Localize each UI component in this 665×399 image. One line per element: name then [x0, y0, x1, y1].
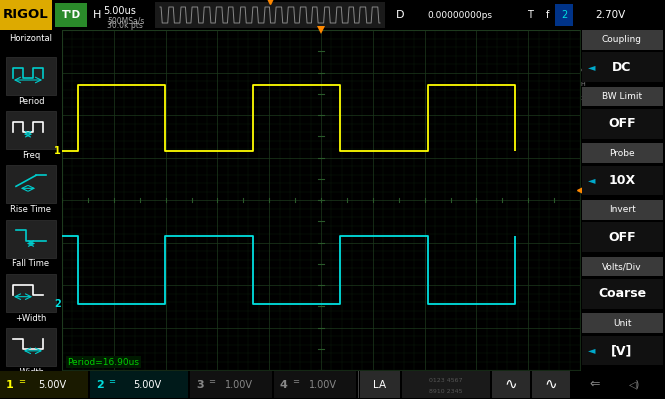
Text: 4: 4: [280, 379, 288, 389]
Bar: [582, 143, 663, 163]
Text: 1.00V: 1.00V: [225, 379, 253, 389]
Text: =: =: [292, 377, 299, 386]
Text: 0123 4567: 0123 4567: [429, 377, 463, 383]
Text: ∿: ∿: [545, 377, 557, 392]
Text: RIGOL: RIGOL: [3, 8, 49, 22]
Text: ⇐: ⇐: [590, 378, 600, 391]
Bar: [6, 274, 56, 312]
Text: Probe: Probe: [609, 149, 635, 158]
Bar: [6, 165, 56, 203]
Bar: [6, 57, 56, 95]
Text: ◄: ◄: [588, 346, 595, 356]
Text: ◄: ◄: [588, 62, 595, 72]
Text: Period=16.90us: Period=16.90us: [67, 358, 139, 367]
Text: C: C: [581, 68, 585, 73]
Bar: [358, 371, 359, 398]
Text: [V]: [V]: [611, 344, 632, 357]
Bar: [582, 257, 663, 277]
Bar: [402, 371, 490, 398]
Text: Coarse: Coarse: [598, 287, 646, 300]
Bar: [0, 0, 52, 30]
Bar: [582, 109, 663, 138]
Bar: [6, 111, 56, 149]
Bar: [582, 87, 663, 107]
Text: OFF: OFF: [608, 231, 636, 244]
Text: Fall Time: Fall Time: [13, 259, 50, 269]
Bar: [492, 371, 530, 398]
Text: Invert: Invert: [608, 205, 635, 214]
Bar: [582, 166, 663, 195]
Text: BW Limit: BW Limit: [602, 92, 642, 101]
Text: T: T: [527, 10, 533, 20]
Bar: [582, 30, 663, 50]
Text: ◁): ◁): [629, 379, 640, 389]
Text: 30.0k pts: 30.0k pts: [107, 22, 143, 30]
Text: H: H: [581, 82, 585, 87]
Text: ◄: ◄: [588, 176, 595, 186]
Text: 0.00000000ps: 0.00000000ps: [428, 10, 493, 20]
Text: =: =: [108, 377, 115, 386]
Bar: [582, 279, 663, 308]
Text: 3: 3: [196, 379, 203, 389]
Text: 8910 2345: 8910 2345: [429, 389, 463, 394]
Text: Volts/Div: Volts/Div: [602, 262, 642, 271]
Text: 2: 2: [55, 299, 61, 309]
Text: 1: 1: [55, 146, 61, 156]
Bar: [582, 336, 663, 365]
Text: Freq: Freq: [22, 151, 40, 160]
Bar: [555, 4, 573, 26]
Text: 5.00V: 5.00V: [133, 379, 161, 389]
Text: T'D: T'D: [61, 10, 80, 20]
Bar: [55, 3, 87, 27]
Text: 1: 1: [6, 379, 14, 389]
Text: 500MSa/s: 500MSa/s: [107, 16, 144, 26]
Text: 2: 2: [96, 379, 104, 389]
Bar: [6, 219, 56, 257]
Text: 2.70V: 2.70V: [595, 10, 625, 20]
Bar: [360, 371, 400, 398]
Text: Period: Period: [18, 97, 45, 106]
Bar: [0, 371, 88, 398]
Bar: [582, 52, 663, 82]
Text: =: =: [208, 377, 215, 386]
Text: 2: 2: [581, 95, 585, 101]
Text: DC: DC: [612, 61, 632, 74]
Text: -Width: -Width: [17, 368, 45, 377]
Bar: [6, 328, 56, 366]
Text: LA: LA: [374, 379, 386, 389]
Bar: [190, 371, 272, 398]
Text: f: f: [547, 10, 550, 20]
Bar: [582, 313, 663, 333]
Bar: [582, 200, 663, 220]
Text: H: H: [93, 10, 101, 20]
Text: Horizontal: Horizontal: [9, 34, 53, 43]
Text: =: =: [18, 377, 25, 386]
Bar: [155, 2, 385, 28]
Bar: [90, 371, 188, 398]
Text: ∿: ∿: [505, 377, 517, 392]
Text: +Width: +Width: [15, 314, 47, 323]
Bar: [274, 371, 356, 398]
Bar: [582, 222, 663, 252]
Bar: [532, 371, 570, 398]
Text: 10X: 10X: [608, 174, 636, 187]
Text: Coupling: Coupling: [602, 36, 642, 44]
Text: OFF: OFF: [608, 117, 636, 130]
Text: Unit: Unit: [612, 319, 631, 328]
Text: 5.00us: 5.00us: [104, 6, 136, 16]
Text: 5.00V: 5.00V: [38, 379, 66, 389]
Text: 1.00V: 1.00V: [309, 379, 337, 389]
Text: Rise Time: Rise Time: [11, 205, 51, 214]
Text: 2: 2: [561, 10, 567, 20]
Text: D: D: [396, 10, 404, 20]
